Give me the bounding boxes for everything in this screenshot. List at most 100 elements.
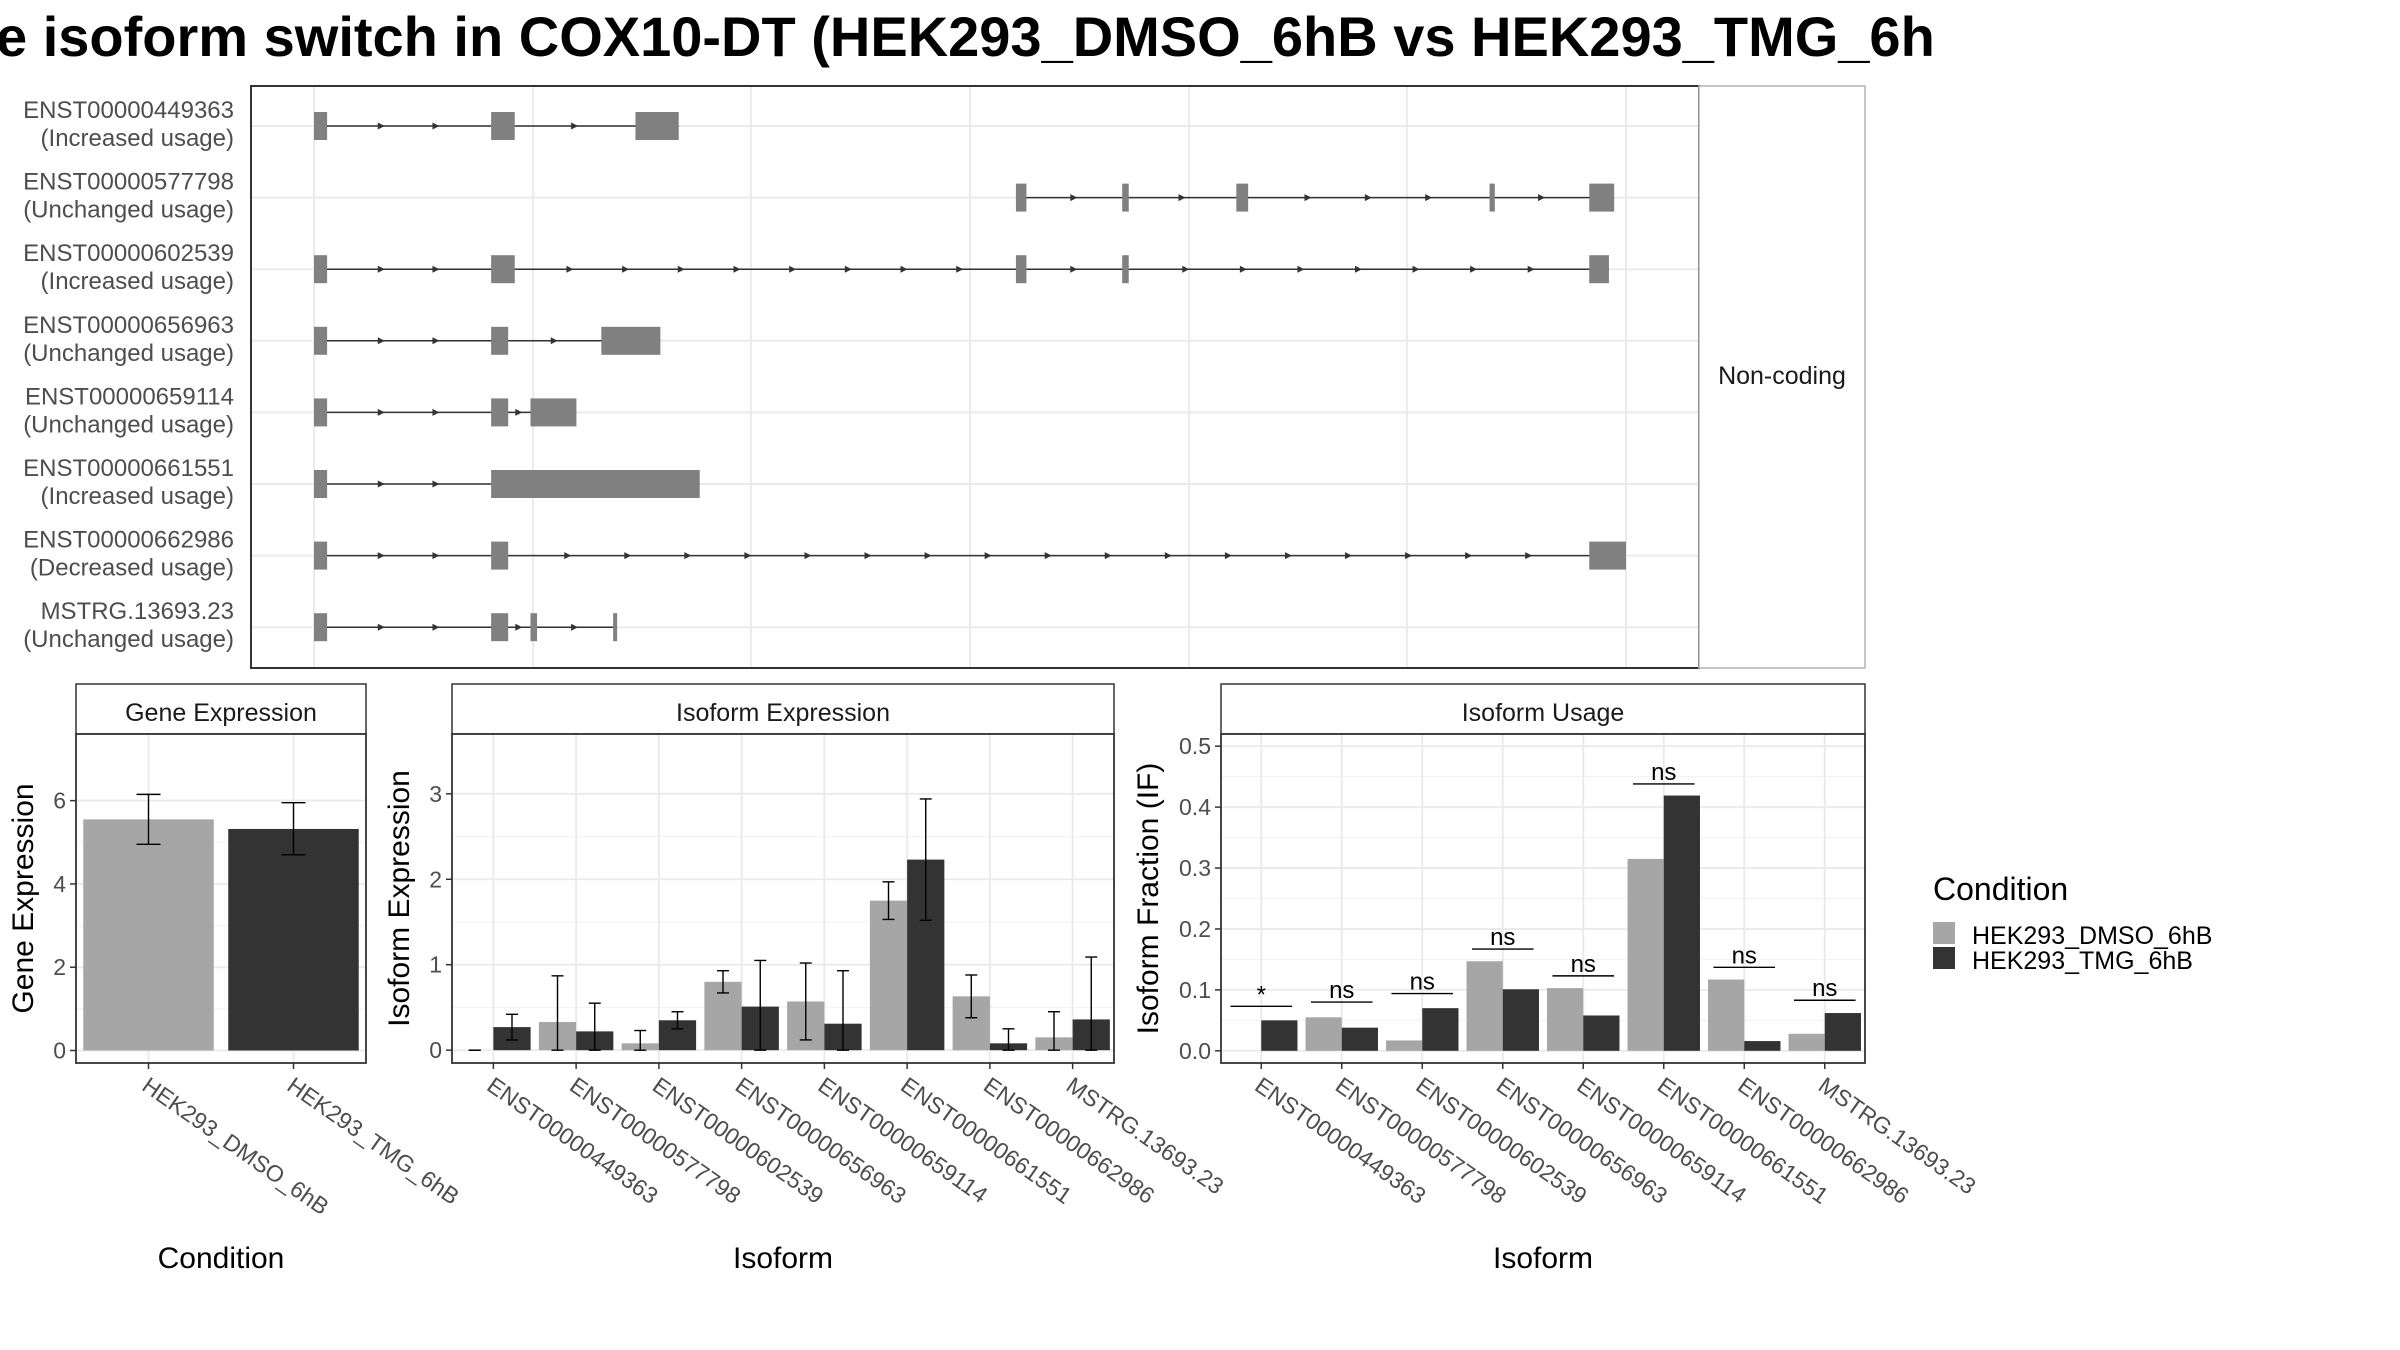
intron-arrow [564, 552, 572, 560]
exon-box [1122, 255, 1129, 284]
exon-box [1236, 183, 1249, 212]
panel-border [75, 733, 367, 1064]
intron-arrow [432, 408, 440, 416]
intron-arrow [1425, 194, 1433, 202]
intron-arrow [1465, 552, 1473, 560]
x-axis-title: Isoform [1493, 1242, 1593, 1275]
intron-arrow [1182, 265, 1190, 273]
exon-box [314, 470, 328, 498]
x-axis-title: Isoform [733, 1242, 833, 1275]
bar [1708, 979, 1745, 1051]
intron-arrow [515, 623, 523, 631]
legend-swatch-tmg [1933, 947, 1955, 969]
intron-arrow [804, 552, 812, 560]
intron-arrow [789, 265, 797, 273]
intron-arrow [744, 552, 752, 560]
significance-label: ns [1329, 977, 1354, 1004]
y-tick-label: 0.4 [1179, 794, 1211, 820]
exon-box [1589, 541, 1626, 570]
intron-arrow [1405, 552, 1413, 560]
intron-arrow [571, 623, 579, 631]
legend-label-tmg: HEK293_TMG_6hB [1972, 947, 2193, 975]
intron-arrow [1297, 265, 1305, 273]
intron-arrow [984, 552, 992, 560]
figure-title: e isoform switch in COX10-DT (HEK293_DMS… [0, 5, 1935, 68]
significance-label: ns [1651, 759, 1676, 786]
bar [1466, 961, 1503, 1051]
intron-arrow [377, 337, 385, 345]
bar [1386, 1040, 1423, 1051]
intron-arrow [1178, 194, 1186, 202]
y-tick-label: 3 [429, 781, 442, 807]
bar-panel-3: Isoform Usage * ns ns ns ns ns ns ns 0.0 0.1 0.2 0.3… [1132, 683, 1981, 1275]
y-tick-label: 0 [53, 1038, 66, 1064]
significance-label: ns [1410, 969, 1435, 996]
y-tick-label: 2 [429, 866, 442, 892]
isoform-id-label: ENST00000659114 [25, 383, 234, 410]
bar [1261, 1020, 1298, 1051]
intron-arrow [677, 265, 685, 273]
exon-box [314, 326, 328, 355]
y-axis-title: Isoform Expression [383, 770, 416, 1027]
intron-arrow [571, 122, 579, 130]
isoform-usage-label: (Increased usage) [41, 268, 234, 295]
intron-arrow [864, 552, 872, 560]
isoform-id-label: ENST00000661551 [23, 455, 234, 482]
exon-box [314, 255, 328, 284]
legend-label-dmso: HEK293_DMSO_6hB [1972, 922, 2212, 950]
exon-box [491, 255, 515, 284]
bar [1788, 1033, 1825, 1051]
exon-box [314, 541, 328, 570]
exon-box [530, 613, 538, 642]
intron-arrow [684, 552, 692, 560]
exon-box [314, 112, 328, 140]
isoform-usage-label: (Unchanged usage) [23, 340, 234, 367]
bar [1744, 1041, 1781, 1051]
panel-plot-area [452, 734, 1114, 1063]
y-tick-label: 4 [53, 871, 66, 897]
y-axis-title: Isoform Fraction (IF) [1132, 763, 1165, 1035]
significance-label: ns [1732, 942, 1757, 969]
intron-arrow [844, 265, 852, 273]
bar-panel-2: Isoform Expression0123ENST00000449363ENS… [383, 683, 1229, 1275]
intron-arrow [1538, 194, 1546, 202]
exon-box [491, 541, 509, 570]
intron-arrow [515, 408, 523, 416]
exon-box [314, 398, 328, 427]
intron-arrow [956, 265, 964, 273]
isoform-id-label: ENST00000449363 [23, 97, 234, 124]
y-tick-label: 1 [429, 952, 442, 978]
isoform-id-label: ENST00000656963 [23, 312, 234, 339]
intron-arrow [1470, 265, 1478, 273]
intron-arrow [924, 552, 932, 560]
intron-arrow [1224, 552, 1232, 560]
intron-arrow [622, 265, 630, 273]
exon-box [530, 398, 577, 427]
y-tick-label: 2 [53, 954, 66, 980]
exon-box [613, 613, 618, 642]
intron-arrow [432, 552, 440, 560]
isoform-usage-label: (Unchanged usage) [23, 626, 234, 653]
intron-arrow [624, 552, 632, 560]
exon-box [314, 613, 328, 642]
intron-arrow [432, 122, 440, 130]
intron-arrow [1304, 194, 1312, 202]
isoform-labels: ENST00000449363(Increased usage)ENST0000… [23, 97, 234, 653]
significance-label: ns [1571, 951, 1596, 978]
exon-box [491, 613, 509, 642]
intron-arrow [377, 623, 385, 631]
bar [1341, 1027, 1378, 1051]
bar [1502, 989, 1539, 1051]
isoform-usage-label: (Decreased usage) [30, 555, 234, 582]
isoform-usage-label: (Increased usage) [41, 483, 234, 510]
intron-arrow [1070, 265, 1078, 273]
bar [1583, 1015, 1620, 1051]
intron-arrow [1345, 552, 1353, 560]
legend-title: Condition [1933, 871, 2068, 907]
gene-structure-marks [314, 112, 1626, 642]
intron-arrow [1525, 552, 1533, 560]
exon-box [1015, 255, 1027, 284]
bar-panels: Gene Expression0246HEK293_DMSO_6hBHEK293… [7, 683, 1981, 1275]
significance-label: * [1257, 981, 1266, 1008]
intron-arrow [377, 408, 385, 416]
